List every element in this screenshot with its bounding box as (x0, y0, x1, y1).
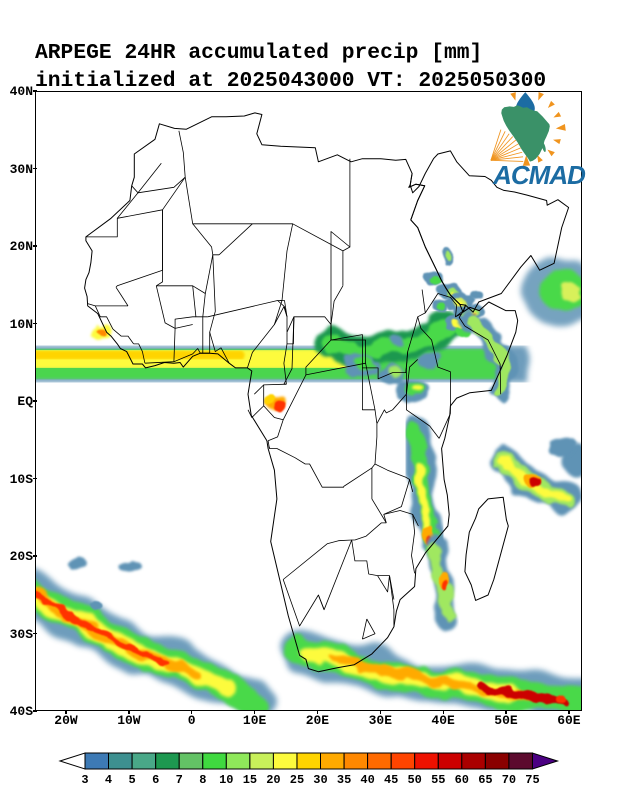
svg-text:5: 5 (128, 773, 135, 787)
svg-text:75: 75 (525, 773, 539, 787)
svg-text:7: 7 (176, 773, 183, 787)
svg-text:4: 4 (105, 773, 112, 787)
svg-text:8: 8 (199, 773, 206, 787)
svg-text:15: 15 (243, 773, 257, 787)
svg-text:70: 70 (502, 773, 516, 787)
svg-text:35: 35 (337, 773, 351, 787)
svg-text:55: 55 (431, 773, 445, 787)
svg-text:30: 30 (313, 773, 327, 787)
svg-text:10: 10 (219, 773, 233, 787)
svg-text:45: 45 (384, 773, 398, 787)
svg-text:40: 40 (360, 773, 374, 787)
svg-text:50: 50 (407, 773, 421, 787)
svg-text:3: 3 (81, 773, 88, 787)
svg-text:60: 60 (455, 773, 469, 787)
svg-text:20: 20 (266, 773, 280, 787)
svg-text:25: 25 (290, 773, 304, 787)
svg-text:65: 65 (478, 773, 492, 787)
svg-text:6: 6 (152, 773, 159, 787)
